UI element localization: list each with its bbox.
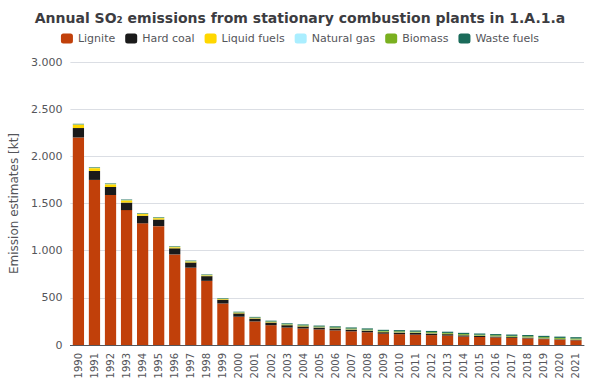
- svg-text:2000: 2000: [233, 353, 244, 378]
- svg-text:Natural gas: Natural gas: [312, 32, 376, 45]
- svg-text:Waste fuels: Waste fuels: [475, 32, 539, 45]
- svg-text:Annual SO₂ emissions from stat: Annual SO₂ emissions from stationary com…: [35, 10, 566, 26]
- svg-text:2009: 2009: [378, 353, 389, 378]
- svg-text:1999: 1999: [217, 353, 228, 378]
- svg-text:1992: 1992: [105, 353, 116, 378]
- svg-text:Biomass: Biomass: [402, 32, 449, 45]
- svg-text:0: 0: [55, 339, 62, 352]
- svg-text:2001: 2001: [249, 353, 260, 378]
- svg-text:Emission estimates [kt]: Emission estimates [kt]: [7, 133, 21, 274]
- svg-text:2013: 2013: [442, 353, 453, 378]
- svg-text:500: 500: [41, 291, 62, 304]
- svg-text:2.000: 2.000: [31, 150, 63, 163]
- svg-text:2011: 2011: [410, 353, 421, 378]
- svg-text:1.500: 1.500: [31, 197, 63, 210]
- svg-text:1998: 1998: [201, 353, 212, 378]
- svg-text:2007: 2007: [346, 353, 357, 378]
- svg-text:2003: 2003: [282, 353, 293, 378]
- svg-text:1993: 1993: [121, 353, 132, 378]
- svg-text:2005: 2005: [314, 353, 325, 378]
- svg-text:2019: 2019: [538, 353, 549, 378]
- svg-text:2014: 2014: [458, 353, 469, 378]
- svg-text:2018: 2018: [522, 353, 533, 378]
- svg-text:2004: 2004: [298, 353, 309, 378]
- svg-text:2017: 2017: [506, 353, 517, 378]
- svg-text:2002: 2002: [266, 353, 277, 378]
- svg-text:2.500: 2.500: [31, 103, 63, 116]
- svg-text:1995: 1995: [153, 353, 164, 378]
- svg-text:1997: 1997: [185, 353, 196, 378]
- svg-text:2010: 2010: [394, 353, 405, 378]
- svg-text:2016: 2016: [490, 353, 501, 378]
- svg-text:2021: 2021: [570, 353, 581, 378]
- svg-text:3.000: 3.000: [31, 56, 63, 69]
- svg-text:2020: 2020: [554, 353, 565, 378]
- svg-text:Lignite: Lignite: [78, 32, 116, 45]
- svg-text:1994: 1994: [137, 353, 148, 378]
- svg-text:1990: 1990: [73, 353, 84, 378]
- svg-text:2008: 2008: [362, 353, 373, 378]
- svg-text:1996: 1996: [169, 353, 180, 378]
- svg-text:2015: 2015: [474, 353, 485, 378]
- svg-text:Liquid fuels: Liquid fuels: [222, 32, 285, 45]
- svg-text:2006: 2006: [330, 353, 341, 378]
- svg-text:Hard coal: Hard coal: [142, 32, 194, 45]
- svg-text:1991: 1991: [89, 353, 100, 378]
- svg-text:1.000: 1.000: [31, 244, 63, 257]
- svg-text:2012: 2012: [426, 353, 437, 378]
